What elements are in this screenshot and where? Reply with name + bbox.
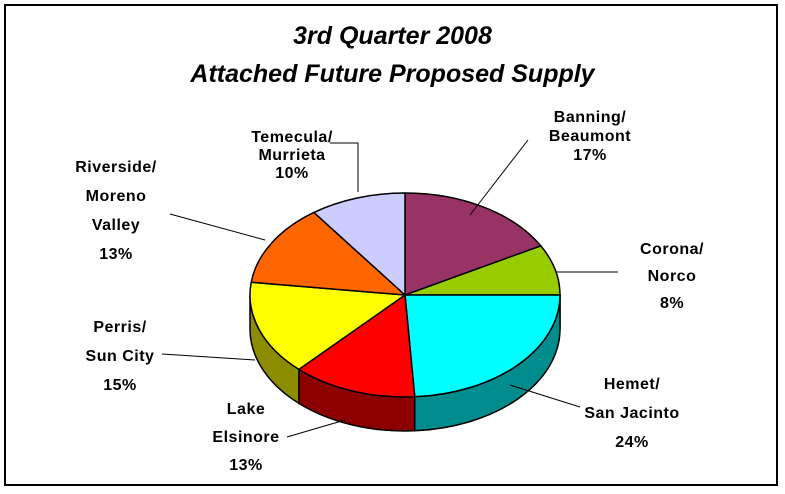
slice-value-label: 10% bbox=[275, 165, 309, 182]
slice-label: Temecula/ Murrieta bbox=[251, 129, 333, 164]
slice-value-label: 13% bbox=[99, 246, 133, 263]
slice bbox=[404, 294, 561, 398]
chart-title: 3rd Quarter 2008 bbox=[293, 22, 492, 50]
slice bbox=[404, 192, 543, 297]
slice bbox=[312, 192, 406, 297]
slice-value-label: 15% bbox=[103, 377, 137, 394]
slice-value-label: 13% bbox=[229, 457, 263, 474]
leader-line bbox=[509, 384, 581, 408]
leader-line bbox=[330, 142, 359, 192]
slice-label: Banning/ Beaumont bbox=[548, 109, 632, 145]
slice-label: Hemet/ San Jacinto bbox=[584, 376, 680, 422]
leader-line bbox=[169, 213, 266, 241]
slice-value-label: 24% bbox=[615, 434, 649, 451]
leader-line bbox=[161, 353, 256, 361]
slice bbox=[250, 211, 408, 296]
slice-label: Corona/ Norco bbox=[640, 241, 704, 285]
chart-frame bbox=[4, 4, 778, 486]
leader-line bbox=[469, 139, 529, 216]
slice bbox=[249, 281, 408, 371]
leader-line bbox=[286, 419, 346, 438]
chart-subtitle: Attached Future Proposed Supply bbox=[190, 60, 595, 88]
slice-value-label: 8% bbox=[659, 295, 685, 312]
slice bbox=[297, 293, 416, 398]
slice-label: Perris/ Sun City bbox=[85, 319, 155, 365]
slice-label: Riverside/ Moreno Valley bbox=[75, 159, 157, 234]
slice-value-label: 17% bbox=[573, 147, 607, 164]
slice-label: Lake Elsinore bbox=[212, 401, 280, 446]
